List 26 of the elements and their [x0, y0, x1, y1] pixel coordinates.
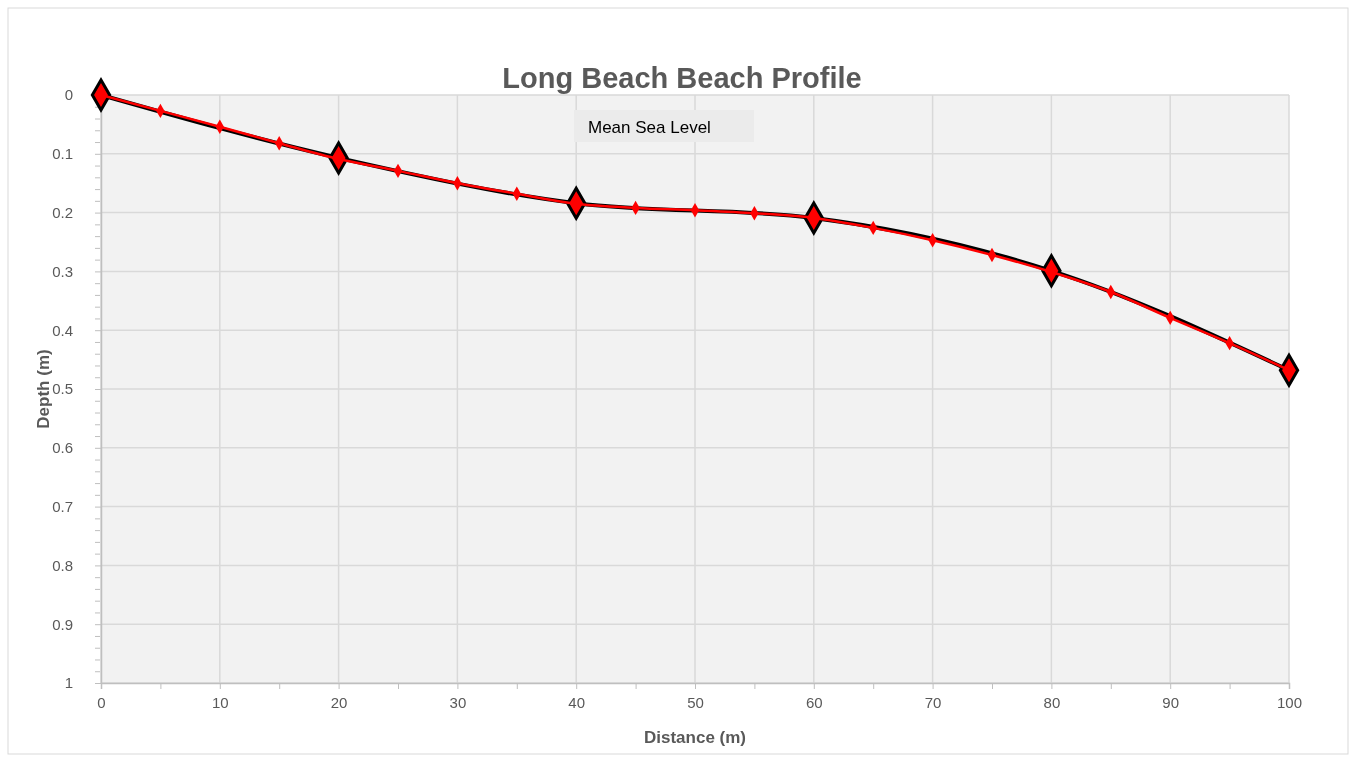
- x-tick-label: 80: [1043, 693, 1061, 711]
- x-tick-label: 20: [330, 693, 348, 711]
- annotation: Mean Sea Level: [588, 118, 711, 137]
- y-tick-label: 0.3: [52, 262, 73, 280]
- x-tick-label: 40: [568, 693, 586, 711]
- y-tick-label: 0.6: [52, 439, 73, 457]
- y-tick-label: 0: [64, 86, 73, 104]
- x-tick-label: 70: [924, 693, 942, 711]
- y-tick-label: 0.5: [52, 380, 73, 398]
- y-axis-title: Depth (m): [34, 349, 53, 429]
- x-tick-label: 100: [1276, 693, 1303, 711]
- chart-title: Long Beach Beach Profile: [502, 62, 862, 94]
- y-tick-label: 0.8: [52, 556, 73, 574]
- x-tick-label: 60: [805, 693, 823, 711]
- y-tick-label: 1: [64, 674, 73, 692]
- y-tick-label: 0.4: [52, 321, 73, 339]
- x-axis-title: Distance (m): [643, 728, 747, 747]
- y-tick-label: 0.9: [52, 615, 73, 633]
- x-tick-label: 10: [211, 693, 229, 711]
- x-tick-label: 50: [687, 693, 704, 711]
- x-tick-label: 30: [449, 693, 467, 711]
- y-tick-label: 0.2: [52, 203, 73, 221]
- y-tick-label: 0.1: [52, 145, 73, 163]
- x-tick-label: 0: [97, 693, 106, 711]
- x-tick-label: 90: [1162, 693, 1180, 711]
- y-tick-label: 0.7: [52, 497, 73, 515]
